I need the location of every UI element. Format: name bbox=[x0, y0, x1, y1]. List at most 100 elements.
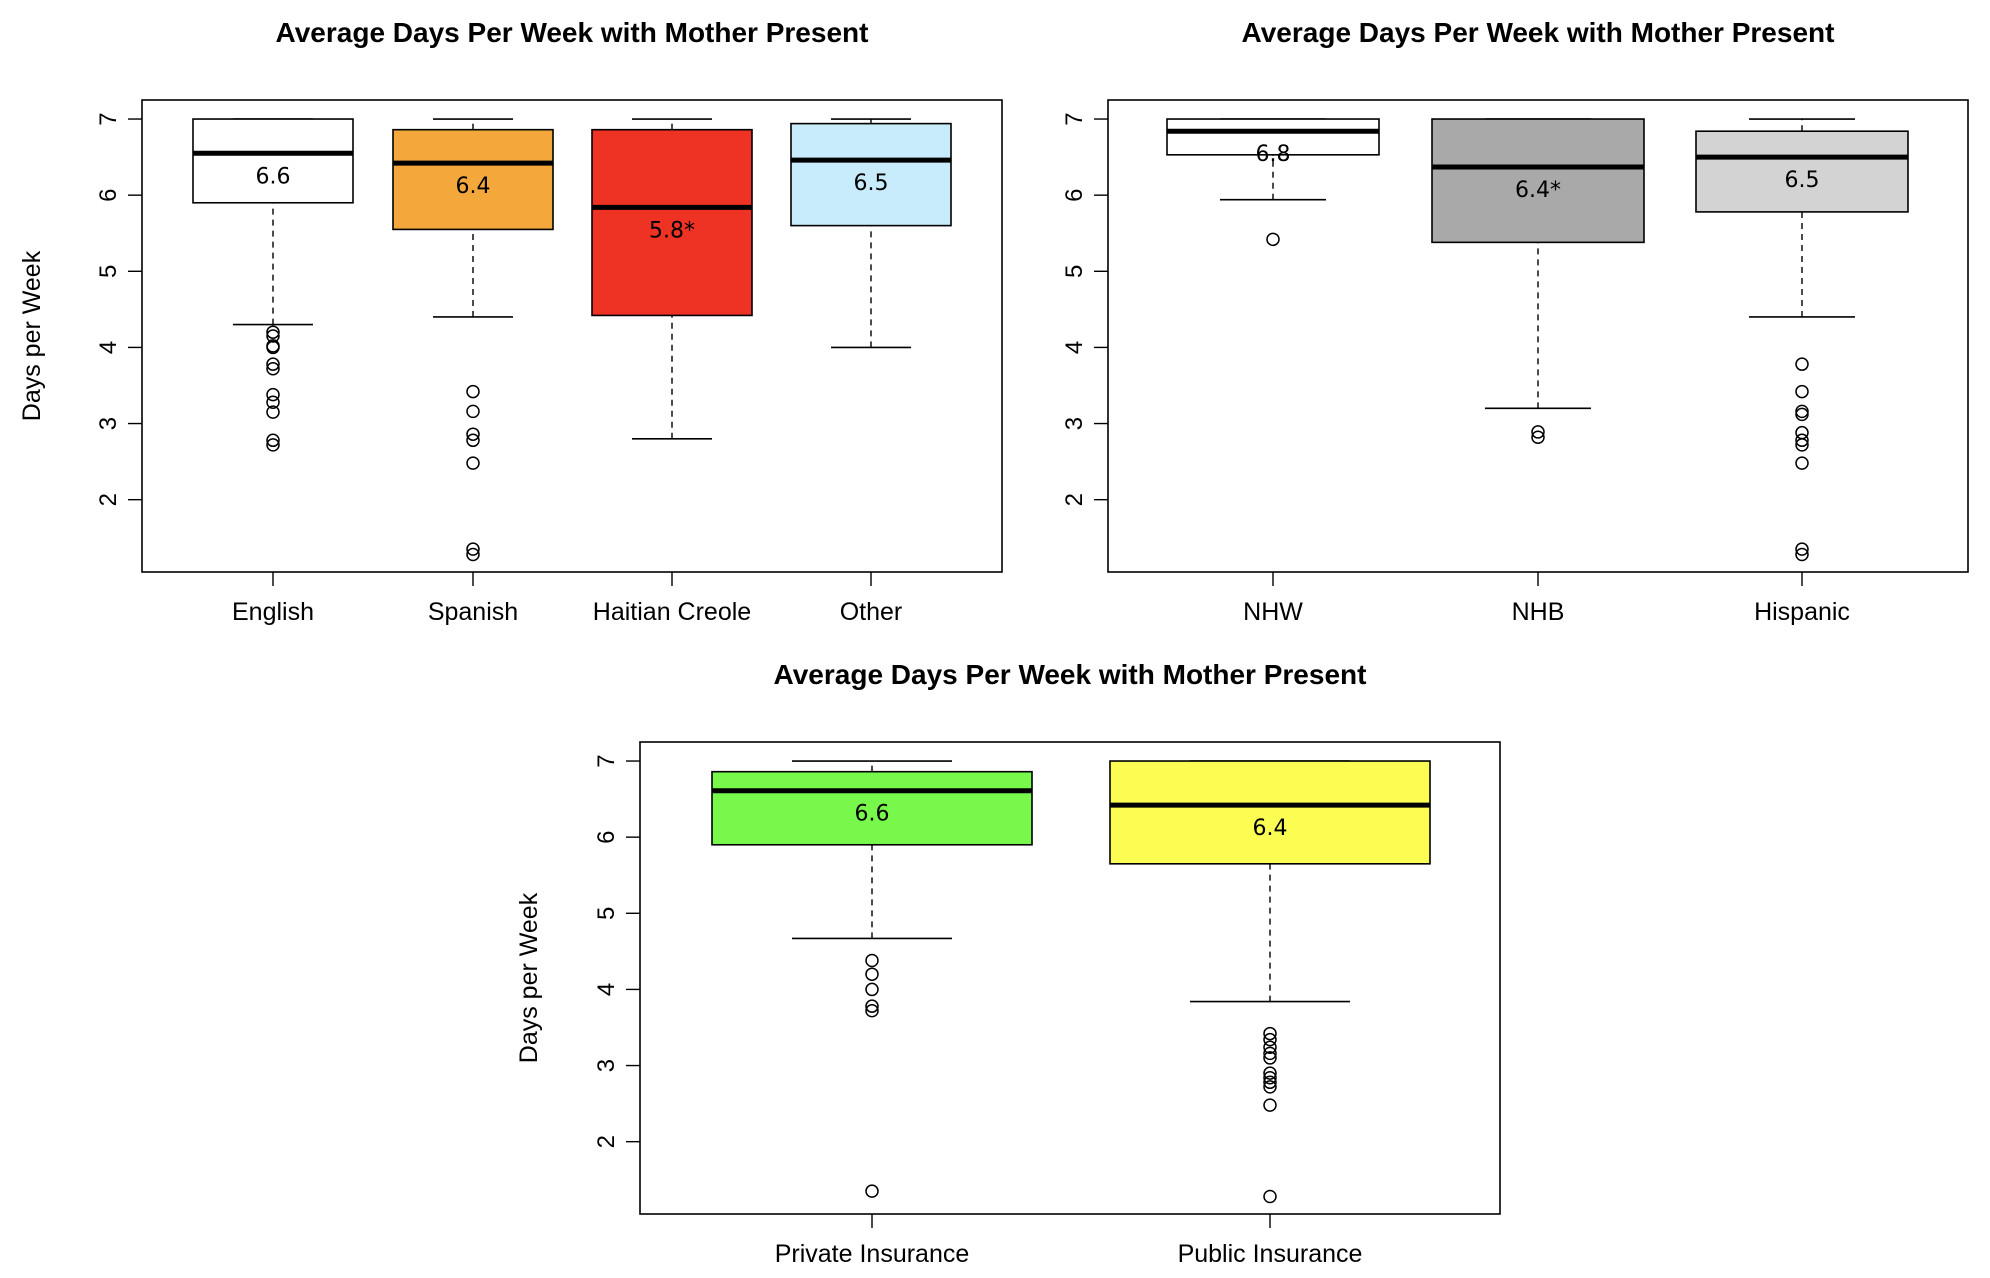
y-tick-label: 7 bbox=[1061, 112, 1088, 125]
outlier-point bbox=[266, 438, 280, 452]
outlier-point bbox=[266, 395, 280, 409]
outlier-point bbox=[466, 427, 480, 441]
y-axis-title: Days per Week bbox=[18, 250, 46, 421]
y-tick-label: 6 bbox=[1061, 188, 1088, 201]
box-nhw: NHW 6.8 bbox=[1166, 118, 1380, 626]
x-tick-label: English bbox=[232, 598, 314, 626]
outlier-point bbox=[466, 384, 480, 399]
outlier-point bbox=[466, 542, 480, 556]
outlier-point bbox=[1263, 1040, 1277, 1055]
outlier-point bbox=[1263, 1080, 1277, 1094]
outlier-point bbox=[1795, 404, 1809, 419]
outlier-point bbox=[1263, 1026, 1277, 1041]
x-tick-label: Hispanic bbox=[1754, 598, 1850, 626]
box-body bbox=[1431, 118, 1645, 244]
outlier-point bbox=[865, 999, 879, 1013]
outlier-point bbox=[865, 953, 879, 968]
outlier-point bbox=[1263, 1189, 1277, 1204]
outlier-point bbox=[1531, 430, 1545, 445]
chart-title: Average Days Per Week with Mother Presen… bbox=[774, 659, 1367, 690]
outlier-point bbox=[266, 405, 280, 419]
box-body bbox=[392, 128, 554, 231]
x-tick-label: Private Insurance bbox=[775, 1240, 970, 1268]
box-haitian-creole: Haitian Creole 5.8* bbox=[591, 118, 753, 626]
y-tick-label: 5 bbox=[95, 265, 122, 278]
median-value-label: 6.6 bbox=[256, 164, 291, 189]
y-tick-label: 4 bbox=[1061, 341, 1088, 354]
median-value-label: 6.4 bbox=[1253, 816, 1288, 841]
outlier-point bbox=[466, 433, 480, 448]
y-tick-label: 3 bbox=[1061, 417, 1088, 430]
x-tick-label: NHB bbox=[1512, 598, 1565, 626]
median-value-label: 6.8 bbox=[1256, 142, 1291, 167]
outlier-point bbox=[1795, 456, 1809, 470]
median-value-label: 6.6 bbox=[855, 802, 890, 827]
outlier-point bbox=[266, 340, 280, 355]
outlier-point bbox=[1266, 232, 1280, 247]
outlier-point bbox=[466, 456, 480, 470]
outlier-point bbox=[1795, 407, 1809, 422]
box-private-insurance: Private Insurance 6.6 bbox=[711, 760, 1033, 1268]
median-value-label: 6.5 bbox=[854, 171, 889, 196]
outlier-point bbox=[1795, 357, 1809, 371]
box-other: Other 6.5 bbox=[790, 118, 952, 626]
box-body bbox=[790, 122, 952, 227]
box-public-insurance: Public Insurance 6.4 bbox=[1109, 760, 1431, 1268]
x-tick-label: Other bbox=[840, 598, 903, 626]
median-value-label: 6.4 bbox=[456, 174, 491, 199]
outlier-point bbox=[1263, 1032, 1277, 1047]
box-english: English 6.6 bbox=[192, 118, 354, 626]
outlier-point bbox=[1795, 547, 1809, 562]
outlier-point bbox=[266, 361, 280, 376]
outlier-point bbox=[1263, 1098, 1277, 1112]
outlier-point bbox=[1263, 1075, 1277, 1090]
plot-frame bbox=[639, 741, 1501, 1215]
chart-title: Average Days Per Week with Mother Presen… bbox=[1242, 17, 1835, 48]
y-tick-label: 6 bbox=[593, 830, 620, 843]
y-axis-title: Days per Week bbox=[515, 892, 543, 1063]
y-tick-label: 5 bbox=[593, 907, 620, 920]
outlier-point bbox=[865, 967, 879, 981]
outlier-point bbox=[1263, 1070, 1277, 1085]
y-tick-label: 7 bbox=[593, 754, 620, 767]
outlier-point bbox=[1263, 1066, 1277, 1080]
outlier-point bbox=[266, 325, 280, 339]
y-tick-label: 4 bbox=[95, 341, 122, 354]
box-body bbox=[1166, 118, 1380, 156]
outlier-point bbox=[266, 433, 280, 448]
outlier-point bbox=[266, 357, 280, 371]
y-tick-label: 3 bbox=[95, 417, 122, 430]
median-value-label: 6.5 bbox=[1785, 168, 1820, 193]
box-body bbox=[1109, 760, 1431, 865]
box-body bbox=[711, 770, 1033, 846]
y-tick-label: 5 bbox=[1061, 265, 1088, 278]
box-spanish: Spanish 6.4 bbox=[392, 118, 554, 626]
y-tick-label: 3 bbox=[593, 1059, 620, 1072]
median-value-label: 5.8* bbox=[649, 218, 695, 243]
outlier-point bbox=[865, 1184, 879, 1198]
boxplot-race-ethnicity: Average Days Per Week with Mother Presen… bbox=[1061, 17, 1969, 626]
box-body bbox=[591, 128, 753, 317]
boxplot-language: Average Days Per Week with Mother Presen… bbox=[18, 17, 1003, 626]
x-tick-label: Haitian Creole bbox=[593, 598, 751, 626]
box-body bbox=[1695, 130, 1909, 213]
x-tick-label: NHW bbox=[1243, 598, 1303, 626]
chart-title: Average Days Per Week with Mother Presen… bbox=[276, 17, 869, 48]
outlier-point bbox=[466, 404, 480, 419]
plot-frame bbox=[141, 99, 1003, 573]
box-hispanic: Hispanic 6.5 bbox=[1695, 118, 1909, 626]
outlier-point bbox=[466, 547, 480, 562]
y-tick-label: 6 bbox=[95, 188, 122, 201]
y-tick-label: 4 bbox=[593, 983, 620, 996]
x-tick-label: Spanish bbox=[428, 598, 518, 626]
outlier-point bbox=[1531, 425, 1545, 439]
outlier-point bbox=[1263, 1051, 1277, 1065]
box-nhb: NHB 6.4* bbox=[1431, 118, 1645, 626]
outlier-point bbox=[1795, 384, 1809, 399]
y-tick-label: 2 bbox=[95, 493, 122, 506]
outlier-point bbox=[1795, 542, 1809, 556]
box-body bbox=[192, 118, 354, 204]
y-tick-label: 2 bbox=[593, 1135, 620, 1148]
y-tick-label: 7 bbox=[95, 112, 122, 125]
